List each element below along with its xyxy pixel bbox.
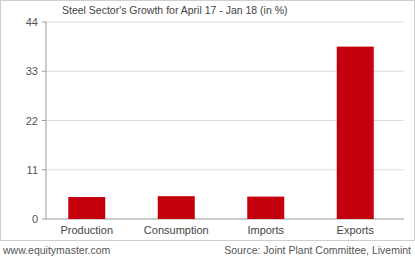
bar xyxy=(158,196,195,219)
y-tick-label: 33 xyxy=(26,65,38,77)
y-tick xyxy=(42,169,46,170)
chart-container: Steel Sector's Growth for April 17 - Jan… xyxy=(0,0,415,260)
grid-line xyxy=(46,22,404,23)
x-tick-label: Exports xyxy=(337,224,375,236)
y-tick-label: 44 xyxy=(26,16,38,28)
y-tick xyxy=(42,120,46,121)
chart-svg: Steel Sector's Growth for April 17 - Jan… xyxy=(0,0,415,260)
bar xyxy=(247,197,284,219)
chart-frame xyxy=(1,1,415,241)
y-tick-label: 11 xyxy=(27,164,38,176)
y-tick xyxy=(42,219,46,220)
y-tick xyxy=(42,22,46,23)
x-tick-label: Imports xyxy=(247,224,284,236)
bars xyxy=(68,47,374,219)
y-tick-label: 22 xyxy=(26,115,38,127)
x-tick-label: Consumption xyxy=(144,224,209,236)
y-axis-line xyxy=(46,22,47,219)
y-tick xyxy=(42,71,46,72)
y-tick-label: 0 xyxy=(32,213,38,225)
footer-site: www.equitymaster.com xyxy=(2,244,111,256)
footer-source: Source: Joint Plant Committee, Livemint xyxy=(224,244,411,256)
chart-title: Steel Sector's Growth for April 17 - Jan… xyxy=(62,4,288,16)
bar xyxy=(337,47,374,219)
bar xyxy=(68,197,105,219)
x-tick-label: Production xyxy=(60,224,113,236)
